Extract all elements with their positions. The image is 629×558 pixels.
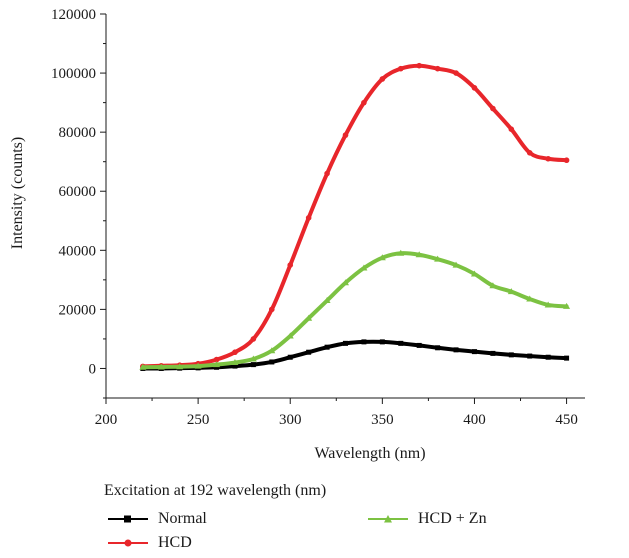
x-tick-label: 450	[555, 412, 578, 428]
legend-swatch-hcd	[108, 539, 148, 547]
data-point-hcd	[232, 349, 238, 356]
y-tick-label: 100000	[51, 66, 96, 82]
data-point-normal	[250, 362, 256, 368]
series-layer	[139, 62, 571, 371]
y-tick-label: 80000	[59, 125, 97, 141]
series-line-hcd	[140, 63, 569, 369]
data-point-hcd-zn	[268, 347, 276, 354]
data-point-hcd	[526, 150, 533, 156]
data-point-normal	[306, 349, 312, 355]
data-point-hcd-zn	[563, 302, 571, 309]
data-point-hcd-zn	[452, 261, 460, 268]
data-point-normal	[379, 339, 385, 345]
data-point-hcd-zn	[139, 363, 147, 370]
data-point-hcd-zn	[305, 314, 313, 321]
data-point-hcd-zn	[378, 254, 386, 261]
data-point-hcd	[397, 65, 404, 72]
axes: 0 20000 40000 60000 80000 100000 120000 200 250 3…	[51, 7, 585, 428]
data-point-hcd-zn	[360, 264, 368, 271]
y-tick-label: 20000	[59, 302, 97, 318]
data-point-hcd	[250, 336, 257, 342]
data-point-hcd	[416, 62, 422, 69]
data-point-normal	[214, 364, 220, 370]
data-point-normal	[343, 340, 348, 346]
series-hcd	[140, 62, 570, 370]
data-point-hcd	[361, 99, 367, 106]
data-point-normal	[324, 344, 330, 350]
y-tick-label: 0	[89, 361, 97, 377]
data-point-hcd	[545, 155, 551, 162]
data-point-hcd	[563, 157, 570, 164]
data-point-hcd-zn	[213, 361, 221, 368]
legend-label-hcd: HCD	[158, 534, 192, 551]
data-point-normal	[435, 345, 441, 351]
y-tick-label: 60000	[59, 184, 97, 200]
data-point-hcd-zn	[434, 255, 442, 262]
y-tick-label: 120000	[51, 7, 96, 23]
legend-label-normal: Normal	[158, 510, 207, 527]
data-point-normal	[471, 349, 477, 355]
data-point-hcd-zn	[415, 251, 423, 258]
series-line-hcd-zn	[140, 251, 569, 370]
data-point-hcd-zn	[194, 362, 202, 369]
data-point-normal	[564, 355, 570, 361]
legend-label-hcd-zn: HCD + Zn	[418, 510, 487, 527]
data-point-hcd-zn	[176, 363, 184, 370]
data-point-hcd	[508, 126, 515, 132]
data-point-hcd-zn	[342, 279, 349, 286]
data-point-normal	[453, 347, 459, 353]
x-tick-label: 400	[463, 412, 486, 428]
legend-swatch-hcd-zn	[368, 515, 408, 523]
data-point-normal	[545, 354, 551, 360]
data-point-normal	[527, 353, 533, 359]
data-point-normal	[287, 354, 293, 360]
data-point-hcd	[434, 65, 441, 72]
x-tick-label: 350	[371, 412, 394, 428]
data-point-hcd	[453, 70, 459, 76]
data-point-hcd-zn	[526, 295, 534, 302]
data-point-normal	[232, 363, 238, 369]
chart: 0 20000 40000 60000 80000 100000 120000 200 250 3…	[9, 7, 585, 462]
y-axis-title: Intensity (counts)	[9, 137, 26, 249]
legend-item-hcd-zn: HCD + Zn	[368, 510, 487, 528]
data-point-normal	[508, 352, 514, 358]
series-hcd-zn	[139, 249, 571, 370]
data-point-normal	[490, 350, 496, 356]
data-point-hcd	[287, 262, 294, 268]
legend-swatch-normal	[108, 515, 148, 523]
x-tick-label: 250	[187, 412, 210, 428]
data-point-normal	[361, 339, 367, 345]
data-point-hcd-zn	[507, 288, 515, 295]
data-point-hcd	[269, 306, 275, 313]
legend-title: Excitation at 192 wavelength (nm)	[104, 482, 327, 499]
data-point-hcd-zn	[323, 297, 331, 304]
data-point-hcd-zn	[231, 359, 239, 366]
data-point-hcd	[471, 85, 478, 91]
data-point-hcd	[342, 132, 349, 138]
data-point-hcd	[490, 105, 496, 112]
x-tick-label: 200	[95, 412, 118, 428]
legend-item-hcd: HCD	[108, 534, 192, 552]
data-point-hcd-zn	[397, 249, 405, 256]
y-tick-label: 40000	[59, 243, 97, 259]
data-point-hcd-zn	[249, 355, 257, 362]
data-point-hcd	[379, 76, 386, 82]
legend: Excitation at 192 wavelength (nm) Normal…	[104, 482, 604, 558]
data-point-hcd	[305, 215, 312, 221]
x-axis-title: Wavelength (nm)	[314, 445, 425, 462]
data-point-hcd	[213, 356, 220, 363]
legend-item-normal: Normal	[108, 510, 207, 528]
data-point-hcd-zn	[470, 270, 478, 277]
data-point-normal	[416, 342, 422, 348]
data-point-hcd-zn	[489, 282, 497, 289]
data-point-normal	[269, 359, 275, 365]
data-point-hcd	[324, 170, 330, 177]
data-point-hcd-zn	[544, 301, 552, 308]
x-tick-label: 300	[279, 412, 302, 428]
data-point-hcd-zn	[286, 332, 294, 339]
data-point-hcd-zn	[157, 363, 165, 370]
data-point-normal	[398, 340, 404, 346]
